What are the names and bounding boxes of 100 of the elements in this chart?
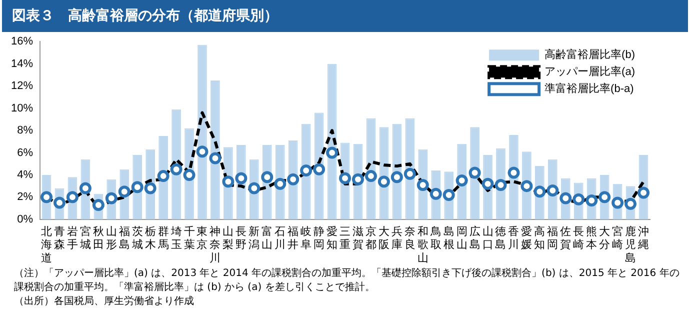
point: [508, 166, 520, 179]
x-tick-label: 埼玉: [170, 226, 182, 252]
x-tick-label: 福井: [288, 225, 299, 252]
x-tick-label: 沖縄: [637, 225, 650, 252]
point: [53, 196, 66, 209]
x-tick-label: 栃木: [144, 226, 156, 252]
y-tick-label: 4%: [17, 168, 34, 181]
x-tick-label: 青森: [54, 225, 65, 252]
point: [40, 191, 53, 204]
x-tick-label: 大分: [599, 225, 610, 252]
y-tick-label: 12%: [10, 80, 34, 92]
x-tick-label: 奈良: [404, 226, 416, 252]
point: [274, 178, 286, 190]
y-tick-label: 0%: [17, 213, 34, 226]
point: [612, 196, 624, 209]
x-tick-label: 岐阜: [300, 225, 312, 252]
legend-label: 高齢富裕層比率(b): [544, 48, 636, 62]
chart-title: 図表３ 高齢富裕層の分布（都道府県別）: [2, 0, 688, 32]
point: [105, 192, 118, 204]
point: [520, 180, 533, 192]
y-tick-label: 14%: [10, 58, 34, 70]
point: [364, 170, 377, 182]
x-tick-label: 岩手: [66, 225, 78, 252]
point: [416, 178, 429, 191]
x-tick-label: 山梨: [222, 225, 234, 252]
x-tick-label: 北海道: [41, 225, 52, 264]
x-tick-label: 福岡: [547, 225, 558, 252]
x-tick-label: 群馬: [156, 226, 169, 252]
point: [313, 163, 326, 176]
y-tick-label: 8%: [17, 124, 34, 137]
point: [572, 193, 585, 206]
point: [404, 168, 416, 180]
point: [183, 168, 196, 181]
point: [222, 176, 234, 188]
y-tick-label: 10%: [10, 102, 34, 114]
point: [339, 172, 352, 184]
point: [456, 174, 468, 187]
point: [546, 184, 559, 197]
point: [598, 191, 611, 204]
x-tick-label: 滋賀: [352, 226, 364, 252]
x-tick-label: 東京: [196, 225, 208, 252]
point: [66, 191, 78, 204]
x-tick-label: 茨城: [130, 225, 143, 252]
x-tick-label: 高知: [534, 225, 546, 252]
point: [326, 146, 338, 159]
point: [157, 170, 170, 182]
legend-label: アッパー層比率(a): [544, 65, 636, 78]
point: [482, 178, 494, 190]
point: [390, 171, 403, 184]
x-tick-label: 三重: [340, 226, 351, 252]
point: [378, 176, 390, 188]
x-tick-label: 秋田: [92, 226, 104, 252]
x-tick-label: 鹿児島: [625, 225, 636, 264]
x-tick-label: 和歌山: [417, 225, 428, 264]
point: [209, 152, 222, 164]
y-tick-label: 16%: [10, 36, 34, 48]
point: [118, 186, 130, 198]
x-tick-label: 宮城: [78, 225, 91, 252]
x-tick-label: 熊本: [586, 225, 598, 252]
x-tick-label: 鳥取: [429, 226, 442, 252]
point: [430, 188, 442, 200]
x-tick-label: 神奈川: [210, 225, 221, 264]
x-tick-label: 新潟: [248, 225, 260, 252]
x-tick-label: 香川: [508, 225, 520, 252]
point: [79, 182, 92, 194]
x-tick-label: 佐賀: [560, 226, 572, 252]
x-tick-label: 岡山: [456, 226, 468, 252]
x-tick-label: 石川: [274, 226, 286, 252]
x-tick-label: 徳島: [495, 226, 506, 252]
x-tick-label: 島根: [443, 225, 454, 252]
x-tick-label: 福島: [118, 225, 130, 252]
y-tick-label: 6%: [17, 146, 34, 159]
x-tick-label: 大阪: [378, 225, 390, 252]
point: [287, 173, 300, 186]
x-tick-label: 長野: [236, 226, 247, 252]
x-tick-label: 千葉: [184, 225, 195, 252]
x-tick-label: 山形: [106, 225, 117, 252]
y-tick-label: 2%: [17, 191, 34, 204]
x-tick-label: 京都: [365, 225, 376, 252]
point: [352, 173, 364, 186]
x-tick-label: 兵庫: [391, 225, 402, 252]
point: [300, 164, 312, 177]
x-tick-label: 愛媛: [521, 225, 532, 252]
point: [248, 182, 260, 194]
text: （出所）各国税局、厚生労働省より作成: [14, 295, 195, 309]
point: [92, 198, 104, 211]
point: [196, 146, 208, 158]
point: [442, 188, 455, 201]
point: [468, 166, 481, 179]
x-tick-label: 長崎: [573, 226, 584, 252]
point: [638, 186, 650, 199]
point: [494, 178, 507, 191]
point: [624, 198, 637, 210]
point: [560, 192, 572, 204]
x-tick-label: 山口: [482, 225, 494, 252]
x-tick-label: 広島: [469, 225, 480, 252]
point: [131, 181, 144, 194]
point: [261, 171, 274, 184]
x-tick-label: 富山: [262, 225, 273, 252]
point: [235, 172, 248, 184]
